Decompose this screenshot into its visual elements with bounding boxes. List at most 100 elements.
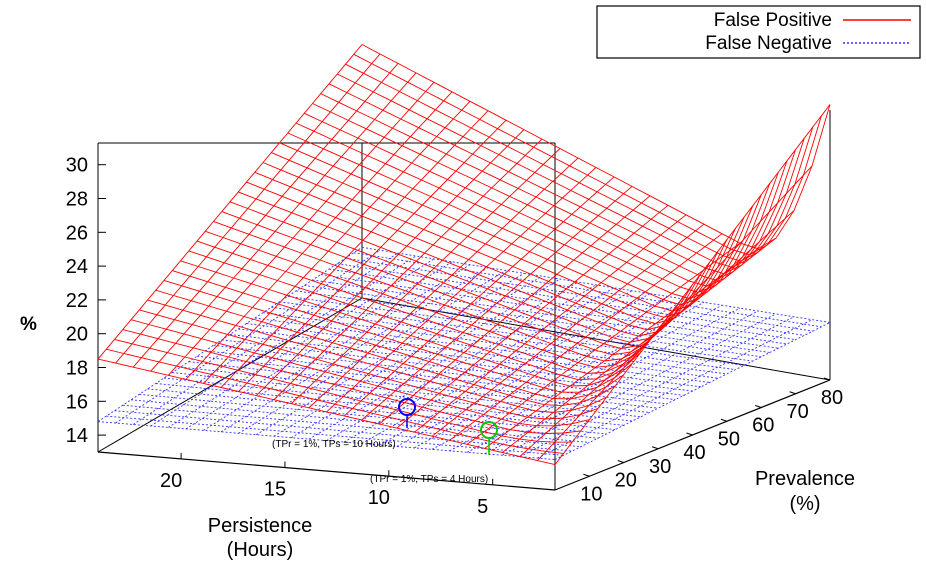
prevalence-tick-mark — [686, 432, 693, 436]
false-negative-mesh-line — [147, 388, 607, 435]
z-tick-label: 20 — [66, 324, 88, 346]
frame-back-floor-left — [97, 297, 363, 453]
false-negative-mesh-line — [484, 310, 759, 455]
false-negative-mesh-line — [238, 270, 507, 434]
false-positive-mesh-line — [254, 171, 719, 331]
false-positive-mesh-line — [287, 132, 754, 306]
z-tick-label: 14 — [66, 425, 88, 447]
false-negative-mesh-line — [449, 304, 723, 452]
annotation-green-text: (TPr = 1%, TPs = 4 Hours) — [370, 474, 488, 485]
prevalence-tick-label: 40 — [683, 442, 705, 464]
z-tick-label: 22 — [66, 290, 88, 312]
legend-label-false-negative: False Negative — [705, 33, 832, 54]
false-negative-mesh-line — [203, 264, 471, 431]
false-positive-mesh-line — [238, 191, 702, 343]
prevalence-tick-label: 10 — [580, 483, 602, 505]
false-positive-mesh-line — [196, 240, 659, 374]
prevalence-tick-label: 60 — [752, 415, 774, 437]
false-positive-mesh-line — [122, 329, 581, 434]
false-negative-mesh-line — [337, 263, 805, 336]
false-positive-mesh-line — [106, 348, 564, 454]
false-negative-mesh-line — [328, 268, 796, 341]
false-positive-mesh-line — [97, 358, 556, 466]
prevalence-tick-mark — [823, 377, 831, 381]
false-negative-mesh-line — [196, 355, 659, 409]
false-positive-mesh-line — [320, 93, 788, 281]
false-negative-mesh-line — [130, 399, 590, 443]
false-negative-mesh-line — [238, 328, 702, 388]
false-positive-mesh-line — [147, 299, 607, 413]
false-negative-mesh-line — [466, 307, 741, 453]
false-positive-mesh-line — [353, 53, 822, 256]
false-negative-mesh-line — [361, 246, 831, 323]
prevalence-tick-mark — [617, 460, 624, 463]
prevalence-tick-mark — [651, 446, 659, 450]
false-negative-mesh-line — [312, 279, 779, 349]
false-positive-mesh-line — [262, 162, 728, 325]
false-negative-mesh-line — [519, 316, 795, 458]
z-axis: 14 16 18 20 22 24 26 28 30 — [66, 155, 106, 447]
false-positive-mesh-line — [361, 44, 831, 250]
false-negative-mesh-line — [155, 383, 616, 431]
false-positive-surface — [97, 44, 831, 466]
z-tick-label: 16 — [66, 391, 88, 413]
prevalence-tick-mark — [755, 405, 762, 408]
false-positive-mesh-line — [155, 289, 616, 407]
false-negative-mesh-line — [97, 246, 363, 422]
false-negative-mesh-line — [254, 317, 719, 379]
false-positive-mesh-line — [345, 63, 814, 262]
prevalence-tick-label: 50 — [718, 428, 740, 450]
false-positive-mesh-line — [188, 250, 650, 381]
false-negative-mesh-line — [353, 252, 822, 328]
false-positive-mesh-line — [337, 73, 805, 268]
persistence-tick-label: 5 — [477, 496, 488, 518]
legend-box — [596, 5, 921, 59]
false-positive-mesh-line — [304, 112, 771, 293]
false-negative-mesh-line — [97, 421, 556, 461]
false-negative-mesh-line — [221, 339, 684, 396]
false-positive-mesh-line — [229, 201, 693, 349]
false-positive-mesh-line — [312, 103, 779, 287]
false-negative-mesh-line — [414, 299, 687, 449]
false-positive-mesh-line — [246, 181, 711, 337]
legend: False Positive False Negative — [596, 5, 921, 59]
false-negative-mesh-line — [320, 274, 788, 345]
false-positive-mesh-line — [163, 279, 625, 400]
annotation-blue-text: (TPr = 1%, TPs = 10 Hours) — [272, 439, 396, 450]
false-negative-mesh-line — [168, 258, 435, 428]
z-axis-label: % — [20, 314, 37, 335]
prevalence-tick-label: 80 — [821, 387, 843, 409]
prevalence-tick-mark — [583, 473, 590, 477]
false-negative-mesh-line — [139, 393, 599, 439]
persistence-tick-label: 10 — [368, 487, 390, 509]
false-negative-mesh-line — [114, 410, 573, 452]
false-positive-mesh-line — [205, 230, 668, 368]
z-tick-label: 26 — [66, 222, 88, 244]
false-negative-mesh-line — [246, 323, 710, 383]
false-negative-mesh-line — [132, 252, 399, 425]
false-positive-mesh-line — [271, 152, 736, 318]
persistence-axis-title-line1: Persistence — [208, 515, 313, 537]
false-positive-mesh-line — [221, 211, 685, 356]
prevalence-tick-label: 30 — [649, 456, 671, 478]
false-positive-mesh-line — [172, 270, 633, 393]
false-positive-mesh-line — [130, 319, 590, 427]
prevalence-axis-title-line2: (%) — [789, 493, 820, 515]
annotation-blue: (TPr = 1%, TPs = 10 Hours) — [272, 398, 416, 450]
false-negative-mesh-line — [213, 344, 676, 401]
false-negative-surface — [97, 246, 831, 461]
z-tick-label: 18 — [66, 358, 88, 380]
false-positive-mesh-line — [295, 122, 762, 300]
false-negative-mesh-line — [205, 350, 667, 405]
false-positive-mesh-line — [139, 309, 599, 420]
legend-label-false-positive: False Positive — [714, 10, 832, 31]
prevalence-tick-mark — [789, 391, 796, 395]
persistence-tick-label: 20 — [160, 470, 182, 492]
false-positive-mesh-line — [213, 220, 676, 362]
prevalence-tick-label: 70 — [787, 401, 809, 423]
false-positive-mesh-line — [279, 142, 745, 312]
persistence-tick-label: 15 — [264, 479, 286, 501]
false-negative-mesh-line — [122, 404, 581, 448]
false-negative-mesh-line — [229, 333, 693, 392]
